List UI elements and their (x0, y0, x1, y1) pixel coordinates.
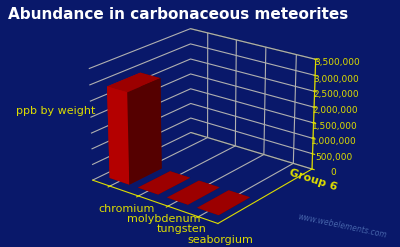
Text: Group 6: Group 6 (288, 168, 338, 193)
Text: ppb by weight: ppb by weight (16, 106, 95, 116)
Text: www.webelements.com: www.webelements.com (297, 212, 388, 240)
Text: Abundance in carbonaceous meteorites: Abundance in carbonaceous meteorites (8, 7, 348, 22)
